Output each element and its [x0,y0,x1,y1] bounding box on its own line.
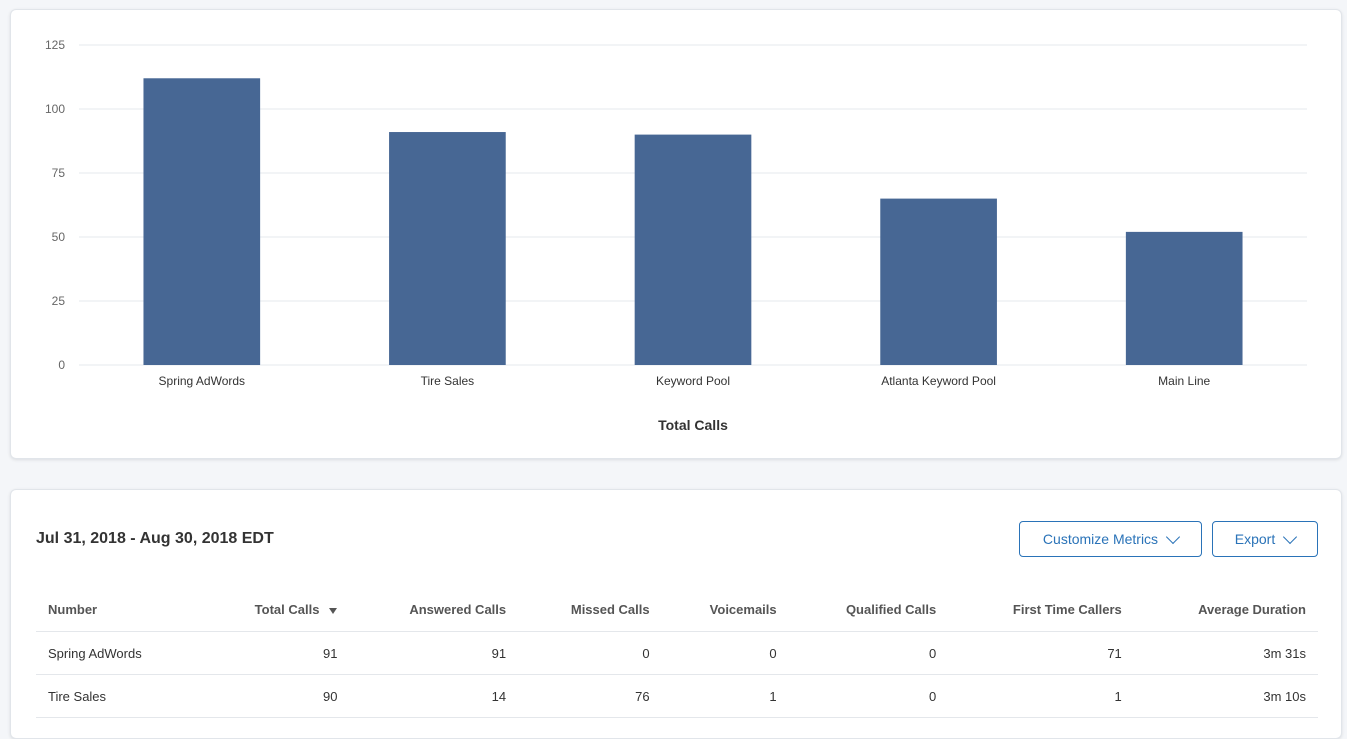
cell-average-duration: 3m 31s [1133,631,1318,675]
cell-average-duration: 3m 10s [1133,674,1318,718]
x-tick-label: Spring AdWords [159,374,246,388]
bar [1125,231,1243,365]
col-qualified-calls-label: Qualified Calls [845,602,937,617]
chevron-down-icon [1283,529,1298,544]
y-tick-label: 0 [58,358,65,372]
col-missed-calls-label: Missed Calls [570,602,650,617]
x-axis-label: Total Calls [658,417,728,433]
col-total-calls-label: Total Calls [254,602,320,617]
col-average-duration-label: Average Duration [1198,602,1306,617]
chevron-down-icon [1165,529,1181,544]
export-label: Export [1234,531,1276,547]
cell-missed-calls: 76 [518,674,662,718]
col-answered-calls-label: Answered Calls [409,602,507,617]
chart-card: 0 25 50 75 100 125 Spring AdWords Tire Sales Key… [10,9,1342,459]
bar-chart: 0 25 50 75 100 125 Spring AdWords Tire Sales Key… [45,38,1307,433]
y-tick-label: 100 [45,102,65,116]
col-total-calls[interactable]: Total Calls [200,588,350,632]
bar [389,132,506,365]
col-voicemails[interactable]: Voicemails [661,588,789,632]
col-missed-calls[interactable]: Missed Calls [518,588,662,632]
bar [634,134,752,365]
customize-metrics-label: Customize Metrics [1042,531,1159,547]
sort-desc-icon [329,607,338,614]
customize-metrics-button[interactable]: Customize Metrics [1019,521,1202,557]
col-first-time-callers[interactable]: First Time Callers [948,588,1134,632]
bar [880,198,997,365]
col-first-time-callers-label: First Time Callers [1012,602,1122,617]
y-tick-label: 75 [52,166,66,180]
cell-total-calls: 90 [200,674,350,718]
cell-number: Spring AdWords [36,631,201,675]
cell-number: Tire Sales [36,674,201,718]
cell-answered-calls: 91 [349,631,519,675]
table-row[interactable]: Spring AdWords 91 91 0 0 0 71 3m 31s [36,631,1318,675]
cell-voicemails: 1 [661,674,789,718]
col-qualified-calls[interactable]: Qualified Calls [788,588,949,632]
cell-qualified-calls: 0 [788,631,949,675]
cell-voicemails: 0 [661,631,789,675]
cell-answered-calls: 14 [349,674,519,718]
cell-first-time-callers: 71 [948,631,1134,675]
x-tick-label: Keyword Pool [656,374,730,388]
table-row[interactable]: Tire Sales 90 14 76 1 0 1 3m 10s [36,674,1318,718]
y-tick-label: 50 [52,230,66,244]
export-button[interactable]: Export [1212,521,1318,557]
cell-total-calls: 91 [200,631,350,675]
date-range: Jul 31, 2018 - Aug 30, 2018 EDT [36,530,274,547]
x-tick-label: Atlanta Keyword Pool [881,374,996,388]
y-tick-label: 25 [52,294,66,308]
cell-first-time-callers: 1 [948,674,1134,718]
y-tick-label: 125 [45,38,65,52]
table-header-row: Number Total Calls Answered Calls Missed… [36,588,1318,632]
col-answered-calls[interactable]: Answered Calls [349,588,519,632]
bar [143,78,261,365]
cell-missed-calls: 0 [518,631,662,675]
report-card: Jul 31, 2018 - Aug 30, 2018 EDT Customiz… [10,489,1342,739]
col-voicemails-label: Voicemails [709,602,777,617]
col-number-label: Number [48,602,98,617]
col-average-duration[interactable]: Average Duration [1133,588,1318,632]
col-number[interactable]: Number [36,588,201,632]
x-tick-label: Main Line [1158,374,1210,388]
cell-qualified-calls: 0 [788,674,949,718]
x-tick-label: Tire Sales [421,374,475,388]
metrics-table: Number Total Calls Answered Calls Missed… [36,588,1318,718]
